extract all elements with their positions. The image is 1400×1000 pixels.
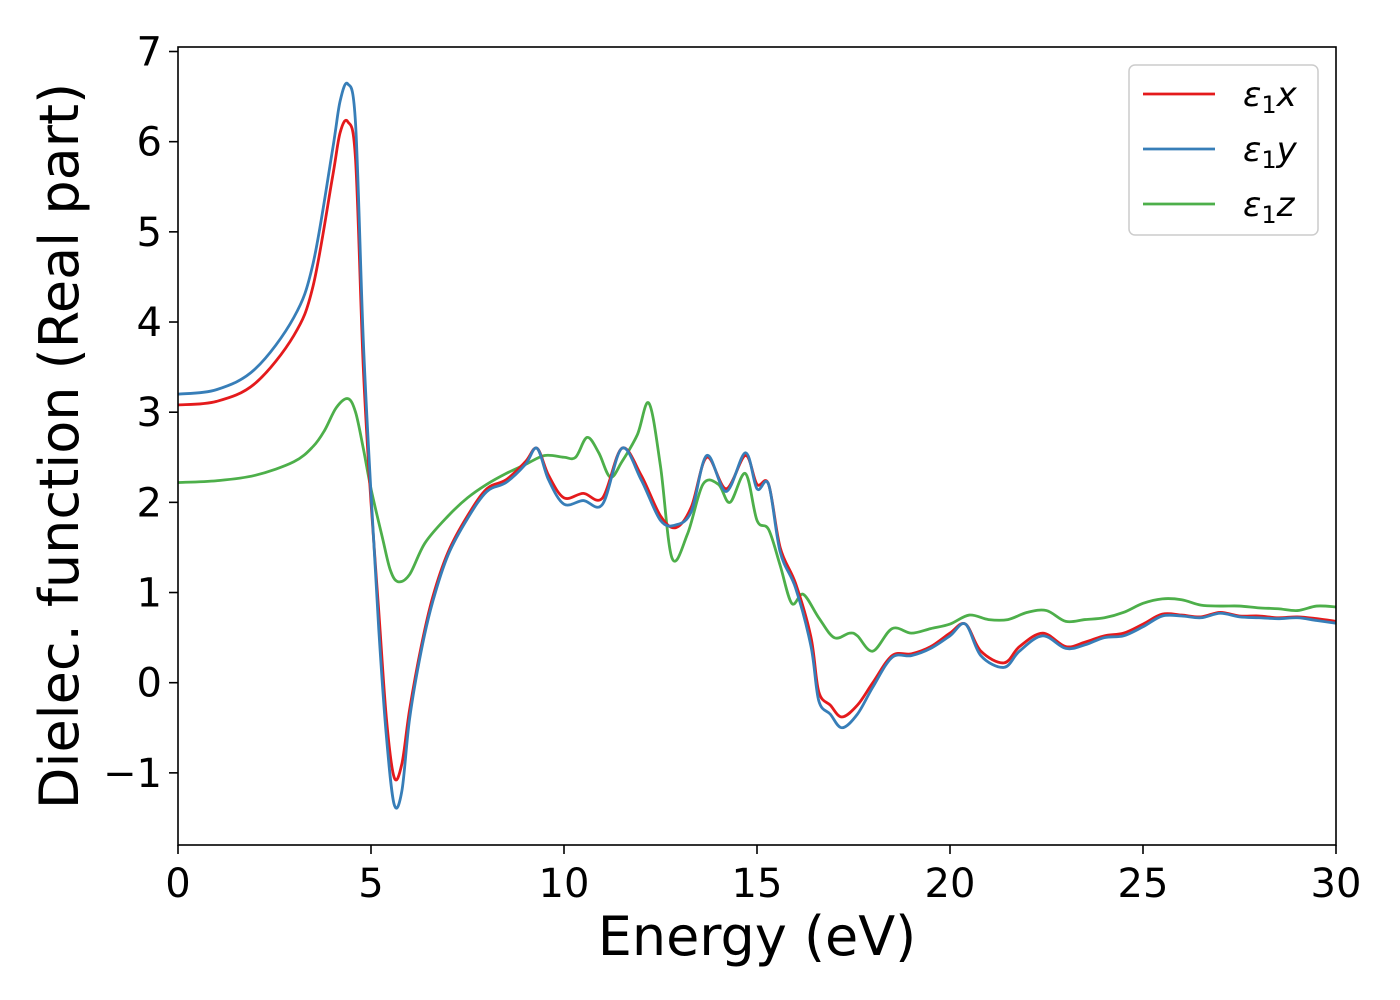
legend-label-suffix: z: [1276, 185, 1296, 225]
x-tick-label: 25: [1118, 861, 1169, 907]
x-axis: 0 5 10 15 20 25 30: [165, 845, 1361, 907]
legend-label-suffix: x: [1276, 75, 1298, 115]
y-axis: −1 0 1 2 3 4 5 6 7: [103, 30, 178, 797]
y-tick-label: 5: [137, 210, 162, 256]
legend-label-subscript: 1: [1261, 201, 1276, 229]
y-tick-label: 1: [137, 571, 162, 617]
legend-label-subscript: 1: [1261, 91, 1276, 119]
y-tick-label: 0: [137, 661, 162, 707]
y-tick-label: 7: [137, 30, 162, 76]
series-line-y: [178, 81, 1336, 810]
y-axis-label: Dielec. function (Real part): [28, 83, 91, 809]
legend-label-subscript: 1: [1261, 146, 1276, 174]
y-tick-label: −1: [103, 751, 162, 797]
legend-label-base: ε: [1243, 75, 1261, 115]
legend-label-base: ε: [1243, 130, 1261, 170]
legend-label-y: ε1y: [1243, 130, 1298, 174]
legend-box: [1128, 64, 1319, 236]
legend-label-base: ε: [1243, 185, 1261, 225]
x-tick-label: 10: [539, 861, 590, 907]
legend-label-suffix: y: [1276, 130, 1298, 170]
series-line-z: [178, 397, 1336, 653]
x-tick-label: 30: [1311, 861, 1362, 907]
legend-label-x: ε1x: [1243, 75, 1298, 119]
x-tick-label: 20: [925, 861, 976, 907]
y-tick-label: 2: [137, 480, 162, 526]
x-tick-label: 15: [732, 861, 783, 907]
y-tick-label: 6: [137, 120, 162, 166]
x-axis-label: Energy (eV): [598, 905, 917, 968]
y-tick-label: 4: [137, 300, 162, 346]
series-layer: [178, 81, 1336, 810]
x-tick-label: 5: [358, 861, 383, 907]
y-tick-label: 3: [137, 390, 162, 436]
legend-label-z: ε1z: [1243, 185, 1296, 229]
x-tick-label: 0: [165, 861, 190, 907]
